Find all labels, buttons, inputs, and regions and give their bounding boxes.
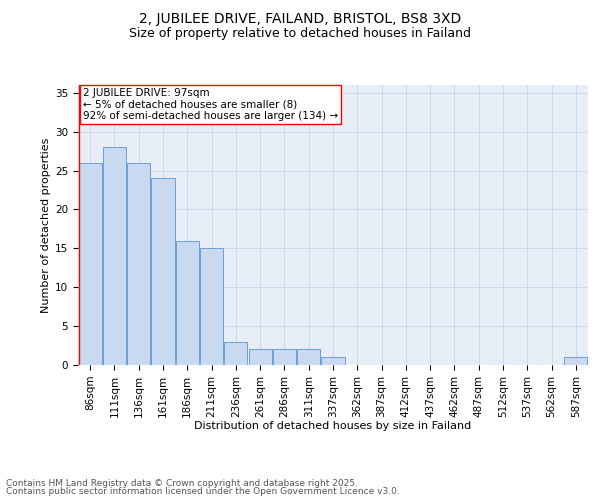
Text: Contains public sector information licensed under the Open Government Licence v3: Contains public sector information licen… (6, 487, 400, 496)
Bar (127, 163, 150, 365)
Y-axis label: Number of detached properties: Number of detached properties (41, 138, 51, 312)
Text: 2 JUBILEE DRIVE: 97sqm
← 5% of detached houses are smaller (8)
92% of semi-detac: 2 JUBILEE DRIVE: 97sqm ← 5% of detached … (83, 88, 338, 121)
Bar (322, 357, 344, 365)
Bar (79, 163, 101, 365)
Text: Contains HM Land Registry data © Crown copyright and database right 2025.: Contains HM Land Registry data © Crown c… (6, 478, 358, 488)
Bar (565, 357, 587, 365)
X-axis label: Distribution of detached houses by size in Failand: Distribution of detached houses by size … (194, 421, 472, 431)
Bar (151, 178, 175, 365)
Bar (248, 350, 272, 365)
Text: 2, JUBILEE DRIVE, FAILAND, BRISTOL, BS8 3XD: 2, JUBILEE DRIVE, FAILAND, BRISTOL, BS8 … (139, 12, 461, 26)
Bar (103, 147, 126, 365)
Bar (176, 240, 199, 365)
Bar (273, 350, 296, 365)
Bar (200, 248, 223, 365)
Bar (224, 342, 247, 365)
Bar (297, 350, 320, 365)
Text: Size of property relative to detached houses in Failand: Size of property relative to detached ho… (129, 28, 471, 40)
